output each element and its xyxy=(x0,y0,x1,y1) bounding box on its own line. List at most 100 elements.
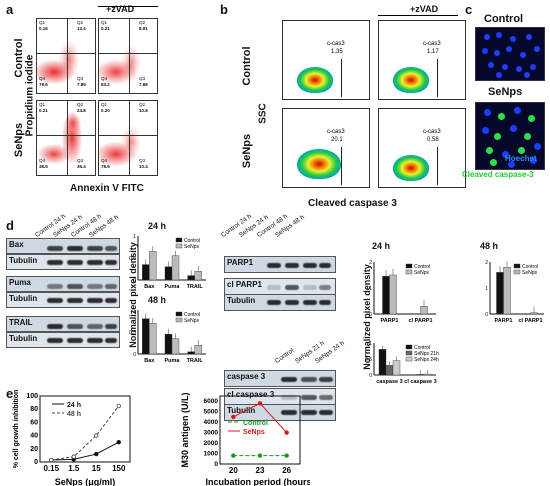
y-tick-label: 1 xyxy=(369,341,372,347)
gate-name: c-cas3 xyxy=(423,41,441,47)
blot-band xyxy=(87,338,103,343)
blot-strip-tubulin: Tubulin xyxy=(224,404,336,421)
y-tick-label: 3000 xyxy=(204,430,219,437)
blot-band xyxy=(267,285,281,290)
blot-band xyxy=(67,298,83,303)
caspase-positive-dot xyxy=(494,133,501,140)
plot-frame xyxy=(219,395,301,465)
quadrant-label: 78.6 xyxy=(39,82,48,87)
quadrant-h-line xyxy=(37,53,95,54)
bar-senps xyxy=(420,306,428,315)
micro-senps-image xyxy=(475,102,545,170)
quadrant-label: 7.69 xyxy=(139,82,148,87)
bar-senps xyxy=(149,323,157,355)
legend-label: SeNps 24h xyxy=(414,357,439,363)
blot-band xyxy=(47,260,63,265)
flow-plot-a-4: Q1 0.20 Q2 10.8 Q4 78.6 Q3 10.4 xyxy=(98,100,158,176)
y-tick-label: 1 xyxy=(133,308,136,314)
blot-band xyxy=(319,263,331,268)
plot-frame xyxy=(39,395,131,463)
blot-band xyxy=(105,260,117,265)
legend-swatch xyxy=(405,263,413,269)
nucleus-dot xyxy=(530,64,536,70)
quadrant-v-line xyxy=(67,101,68,175)
blot-band xyxy=(303,263,317,268)
gate-value: 0.58 xyxy=(427,137,439,143)
blot-band xyxy=(301,395,317,400)
row-label-senps-a: SeNps xyxy=(13,122,25,158)
legend-swatch xyxy=(405,350,413,356)
blot-band xyxy=(47,338,63,343)
flow-plot-b-1: c-cas3 1.35 xyxy=(282,20,370,100)
nucleus-dot xyxy=(510,36,516,42)
flow-density xyxy=(120,125,141,158)
y-tick-label: 0.5 xyxy=(365,357,372,363)
nucleus-dot xyxy=(524,72,530,78)
quadrant-label: Q1 xyxy=(101,20,108,25)
nucleus-dot xyxy=(484,109,491,116)
panel-label-e: e xyxy=(6,386,14,401)
caspase-positive-dot xyxy=(524,133,531,140)
nucleus-dot xyxy=(508,161,515,168)
x-tick-label: cl caspase 3 xyxy=(404,379,436,385)
blot-row-label: PARP1 xyxy=(227,258,254,267)
y-tick-label: 80 xyxy=(30,406,38,413)
x-tick-label: TRAIL xyxy=(187,358,204,364)
quadrant-label: 13.4 xyxy=(77,26,86,31)
legend-swatch xyxy=(175,317,183,323)
legend-swatch xyxy=(175,311,183,317)
gate-line xyxy=(341,147,342,185)
nucleus-dot xyxy=(514,107,521,114)
blot-strip-trail: TRAIL xyxy=(6,316,120,332)
flow-plot-a-2: Q1 0.21 Q2 8.91 Q4 83.2 Q3 7.69 xyxy=(98,18,158,94)
x-axis-caspase: Cleaved caspase 3 xyxy=(308,198,397,209)
quadrant-label: 8.91 xyxy=(139,26,148,31)
nucleus-dot xyxy=(534,46,540,52)
blot-band xyxy=(67,324,83,329)
quadrant-label: Q2 xyxy=(139,102,146,107)
blot-row-label: Tubulin xyxy=(9,294,38,303)
quadrant-label: 24.8 xyxy=(77,108,86,113)
ylabel-npd-left: Normalized pixel density xyxy=(128,242,138,348)
blot-band xyxy=(281,410,297,415)
x-tick-label: PARP1 xyxy=(381,318,399,324)
legend-swatch xyxy=(175,243,183,249)
legend-label: Control xyxy=(184,312,200,318)
quadrant-label: Q4 xyxy=(39,158,46,163)
bar-senps-21h xyxy=(416,374,425,376)
flow-plot-b-3: c-cas3 20.1 xyxy=(282,108,370,188)
quadrant-label: Q3 xyxy=(139,76,146,81)
panel-label-c: c xyxy=(465,2,473,17)
blot-row-label: Tubulin xyxy=(9,256,38,265)
nucleus-dot xyxy=(484,34,490,40)
quadrant-label: Q4 xyxy=(101,76,108,81)
blot-band xyxy=(301,410,317,415)
flow-density xyxy=(120,45,141,82)
blot-band xyxy=(303,285,317,290)
nucleus-dot xyxy=(530,157,537,164)
blot-band xyxy=(319,285,331,290)
panel-label-a: a xyxy=(6,2,14,17)
y-axis-title: M30 antigen (U/L) xyxy=(180,392,190,467)
bar-control xyxy=(187,275,195,281)
nucleus-dot xyxy=(482,48,488,54)
nucleus-dot xyxy=(534,143,541,150)
bar-senps xyxy=(389,274,397,315)
x-tick-label: 150 xyxy=(112,464,126,473)
data-point xyxy=(284,453,289,458)
blot-row-label: Tubulin xyxy=(227,406,256,415)
x-tick-label: cl PARP1 xyxy=(518,318,542,324)
blot-strip-cl-parp1: cl PARP1 xyxy=(224,278,336,295)
micro-label-senps: SeNps xyxy=(488,86,523,98)
gate-line xyxy=(437,59,438,97)
series-line-48-h xyxy=(51,405,120,461)
gate-name: c-cas3 xyxy=(327,41,345,47)
bar-senps xyxy=(171,255,180,281)
quadrant-h-line xyxy=(99,135,157,136)
x-tick-label: 23 xyxy=(256,466,265,475)
blot-band xyxy=(267,300,281,305)
lane-label: Control xyxy=(273,347,296,365)
